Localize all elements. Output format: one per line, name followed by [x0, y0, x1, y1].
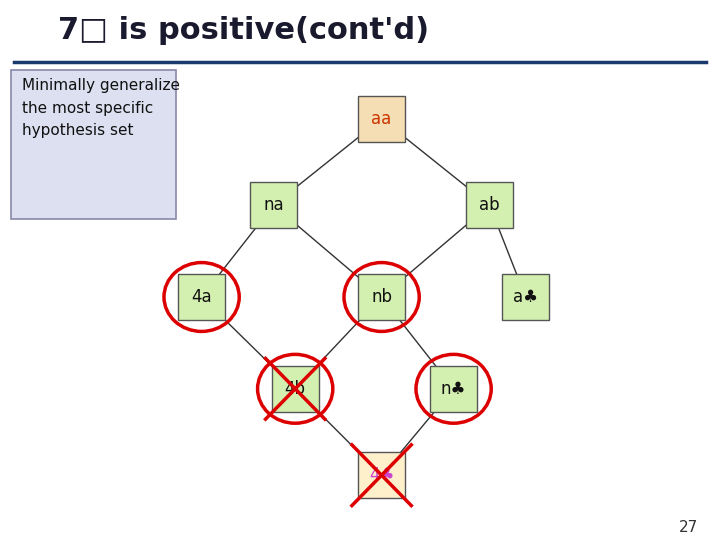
- Text: 7□ is positive(cont'd): 7□ is positive(cont'd): [58, 16, 428, 45]
- Text: 4♣: 4♣: [369, 466, 395, 484]
- FancyBboxPatch shape: [503, 274, 549, 320]
- FancyBboxPatch shape: [359, 453, 405, 498]
- FancyBboxPatch shape: [271, 366, 318, 411]
- Text: aa: aa: [372, 110, 392, 128]
- FancyBboxPatch shape: [359, 274, 405, 320]
- Text: Minimally generalize
the most specific
hypothesis set: Minimally generalize the most specific h…: [22, 78, 179, 138]
- FancyBboxPatch shape: [431, 366, 477, 411]
- Text: 4b: 4b: [284, 380, 306, 398]
- Text: 27: 27: [679, 519, 698, 535]
- FancyBboxPatch shape: [179, 274, 225, 320]
- FancyBboxPatch shape: [359, 96, 405, 141]
- Text: ab: ab: [480, 196, 500, 214]
- Text: 4a: 4a: [192, 288, 212, 306]
- FancyBboxPatch shape: [11, 70, 176, 219]
- Text: n♣: n♣: [441, 380, 467, 398]
- FancyBboxPatch shape: [467, 183, 513, 228]
- Text: nb: nb: [371, 288, 392, 306]
- Text: na: na: [264, 196, 284, 214]
- FancyBboxPatch shape: [251, 183, 297, 228]
- Text: a♣: a♣: [513, 288, 538, 306]
